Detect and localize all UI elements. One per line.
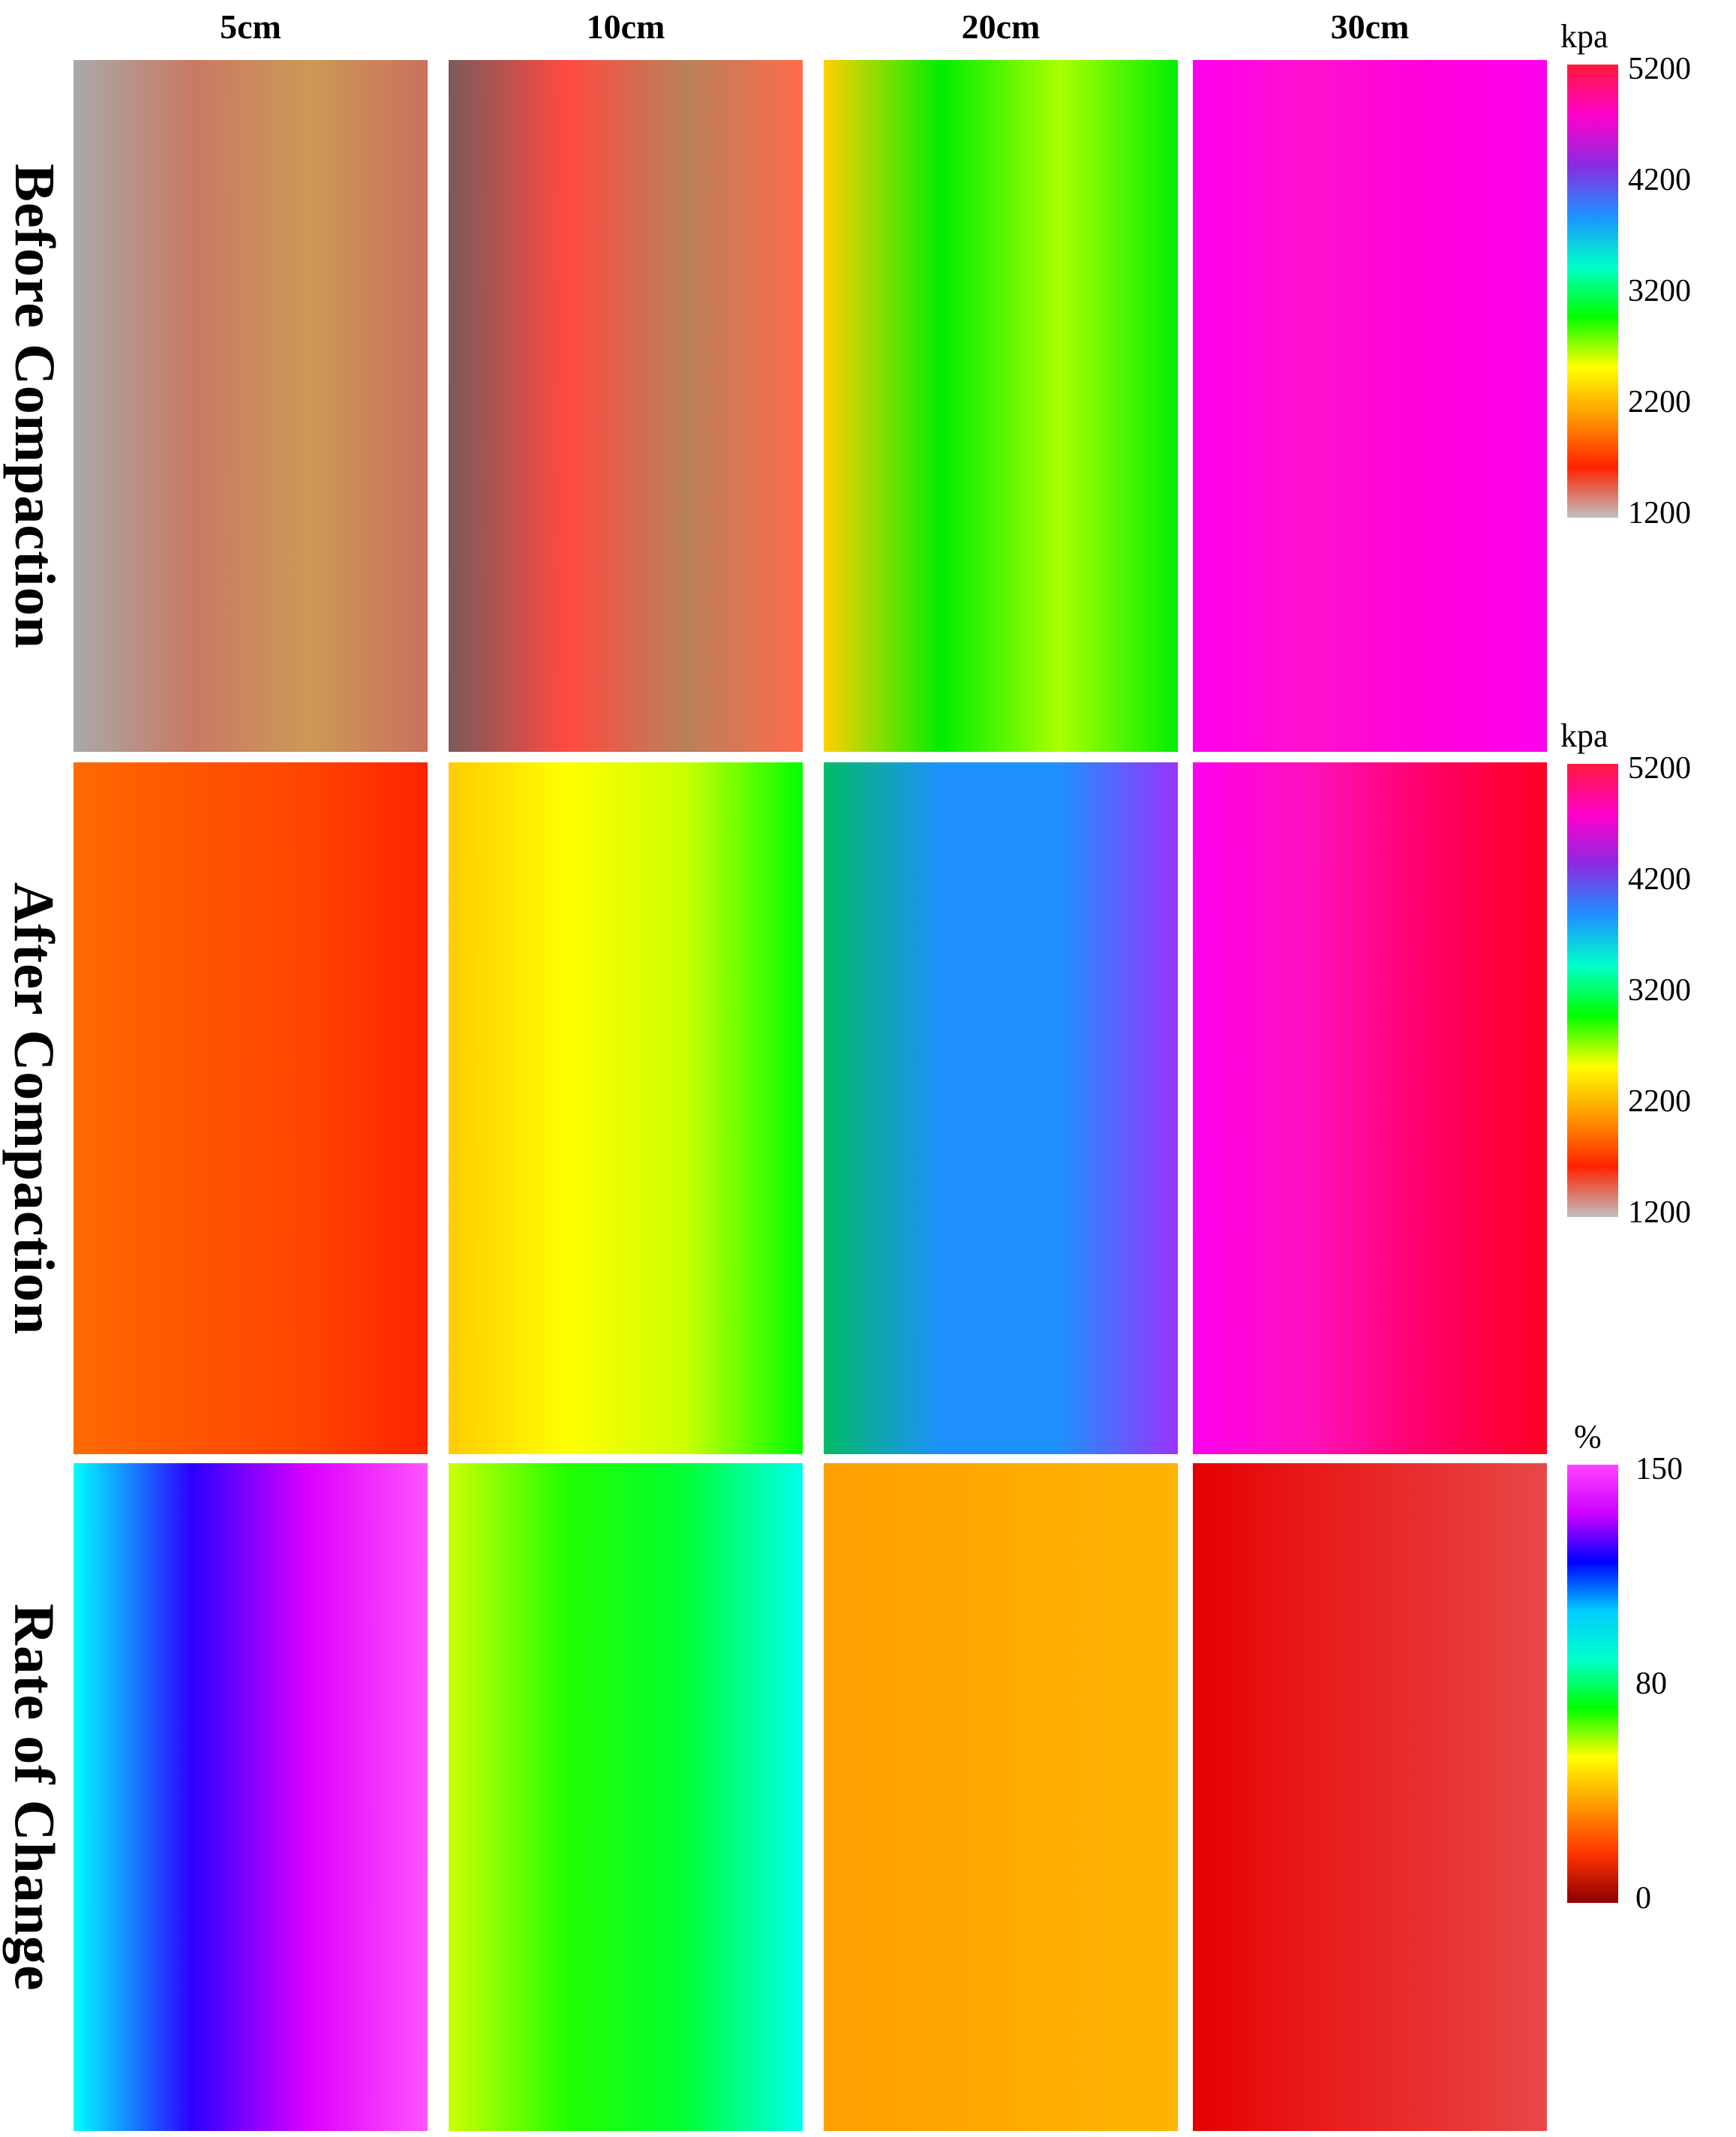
row-label-after-compaction: After Compaction [2, 882, 66, 1335]
heatmap-cell-after-compaction-5cm [74, 762, 428, 1454]
colorbar-unit-before: kpa [1560, 18, 1608, 55]
colorbar-unit-rate: % [1574, 1418, 1602, 1455]
heatmap-cell-before-compaction-10cm [449, 60, 803, 752]
heatmap-cell-rate-of-change-20cm [824, 1463, 1178, 2131]
colorbar-1-tick-label: 4200 [1628, 862, 1691, 897]
colorbar-1-tick-label: 1200 [1628, 1195, 1691, 1230]
colorbar-0-tick-label: 3200 [1628, 274, 1691, 308]
heatmap-cell-before-compaction-20cm [824, 60, 1178, 752]
colorbar-1 [1567, 764, 1618, 1217]
heatmap-cell-before-compaction-5cm [74, 60, 428, 752]
column-header-10cm: 10cm [586, 8, 665, 46]
heatmap-cell-after-compaction-10cm [449, 762, 803, 1454]
colorbar-1-tick-label: 2200 [1628, 1084, 1691, 1119]
heatmap-cell-rate-of-change-30cm [1193, 1463, 1547, 2131]
heatmap-cell-before-compaction-30cm [1193, 60, 1547, 752]
column-header-20cm: 20cm [961, 8, 1041, 46]
heatmap-cell-after-compaction-30cm [1193, 762, 1547, 1454]
colorbar-2 [1567, 1465, 1618, 1903]
colorbar-2-tick-label: 80 [1635, 1667, 1667, 1701]
row-label-rate-of-change: Rate of Change [2, 1603, 66, 1991]
heatmap-cell-rate-of-change-5cm [74, 1463, 428, 2131]
colorbar-0-tick-label: 1200 [1628, 496, 1691, 530]
colorbar-2-tick-label: 0 [1635, 1881, 1651, 1916]
colorbar-0-tick-label: 5200 [1628, 52, 1691, 86]
colorbar-0-tick-label: 2200 [1628, 385, 1691, 419]
column-header-5cm: 5cm [220, 8, 281, 46]
colorbar-1-tick-label: 3200 [1628, 973, 1691, 1008]
row-label-before-compaction: Before Compaction [2, 163, 66, 649]
colorbar-0-tick-label: 4200 [1628, 163, 1691, 197]
heatmap-cell-after-compaction-20cm [824, 762, 1178, 1454]
column-header-30cm: 30cm [1330, 8, 1410, 46]
colorbar-0 [1567, 65, 1618, 518]
colorbar-1-tick-label: 5200 [1628, 751, 1691, 786]
colorbar-unit-after: kpa [1560, 717, 1608, 754]
colorbar-2-tick-label: 150 [1635, 1452, 1683, 1486]
heatmap-cell-rate-of-change-10cm [449, 1463, 803, 2131]
